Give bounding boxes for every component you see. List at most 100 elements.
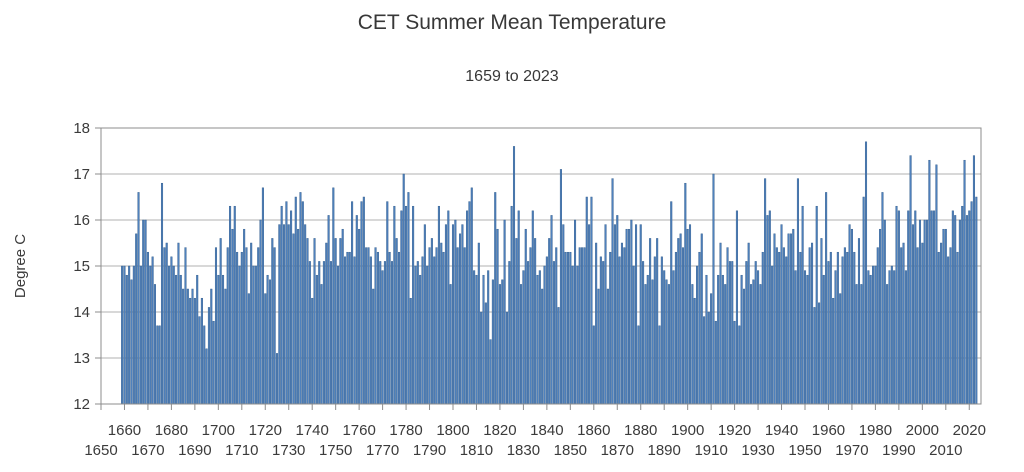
x-tick-label-row1: 1920 [718,422,751,439]
temperature-bar [942,228,945,405]
temperature-bar [473,270,476,405]
temperature-bar [369,256,372,405]
temperature-bar [822,274,825,405]
temperature-bar [853,251,856,405]
temperature-bar [693,297,696,405]
temperature-bar [879,228,882,405]
temperature-bar [376,251,379,405]
temperature-bar [459,233,462,405]
temperature-bar [430,238,433,405]
temperature-bar [686,228,689,405]
temperature-bar [576,265,579,405]
temperature-bar [475,274,478,405]
temperature-bar [290,210,293,405]
temperature-bar [207,307,210,405]
temperature-bar [773,233,776,405]
x-tick-label-row2: 1750 [319,442,352,459]
temperature-bar [710,293,713,405]
temperature-bar [841,256,844,405]
temperature-bar [451,224,455,405]
temperature-bar [585,196,588,405]
temperature-bar [785,256,788,405]
temperature-bar [250,242,253,405]
temperature-bar [717,274,720,405]
x-axis: 1660 1680 1700 1720 1740 1760 1780 1800 1820 1840… [84,404,986,459]
x-tick-label-row1: 1740 [296,422,329,439]
temperature-bar [860,284,863,405]
temperature-bar [184,247,187,405]
temperature-bar [487,270,490,405]
temperature-bar [123,265,126,405]
temperature-bar [597,288,600,405]
x-tick-label-row2: 1790 [413,442,446,459]
temperature-bar [750,284,753,405]
temperature-bar [862,196,865,405]
bars-series [121,141,978,405]
temperature-bar [165,242,168,405]
temperature-bar [867,270,870,405]
temperature-bar [696,265,699,405]
x-tick-label-row1: 2020 [953,422,986,439]
temperature-bar [332,187,335,405]
temperature-bar [426,265,429,405]
temperature-bar [670,201,673,405]
temperature-bar [536,274,539,405]
temperature-bar [315,274,318,405]
temperature-bar [820,238,823,405]
temperature-bar [733,320,736,405]
temperature-bar [435,247,438,405]
temperature-bar [257,247,260,405]
temperature-bar [301,201,304,405]
temperature-bar [205,348,208,405]
temperature-bar [923,219,926,405]
temperature-bar [463,247,466,405]
y-tick-label: 15 [73,258,90,275]
temperature-bar [444,224,447,405]
temperature-bar [273,247,276,405]
temperature-bar [933,210,936,405]
temperature-bar [639,224,642,405]
temperature-bar [895,205,898,405]
temperature-bar [724,284,727,405]
temperature-bar [132,265,135,405]
temperature-bar [482,274,485,405]
temperature-bar [292,233,295,405]
temperature-bar [937,251,940,405]
temperature-bar [883,219,886,405]
temperature-bar [477,242,480,405]
y-axis: 12 13 14 15 16 17 18 [73,120,101,413]
temperature-bar [904,270,907,405]
temperature-bar [322,261,325,405]
x-tick-label-row1: 1980 [859,422,892,439]
x-tick-label-row1: 1680 [155,422,188,439]
temperature-bar [625,228,628,405]
temperature-bar [160,182,164,405]
temperature-bar [792,228,795,405]
temperature-bar [644,284,647,405]
chart-title: CET Summer Mean Temperature [357,11,667,34]
temperature-bar [656,238,659,405]
x-tick-label-row2: 1930 [741,442,774,459]
temperature-bar [700,233,703,405]
temperature-bar [752,279,755,405]
temperature-bar [529,247,532,405]
temperature-bar [372,288,375,405]
temperature-bar [801,205,804,405]
temperature-bar [412,205,415,405]
temperature-bar [789,233,792,405]
temperature-bar [782,247,785,405]
temperature-bar [346,251,349,405]
temperature-bar [787,233,790,405]
temperature-bar [259,219,262,405]
temperature-bar [222,274,225,405]
x-tick-label-row1: 1880 [624,422,657,439]
temperature-bar [559,169,562,405]
x-tick-label-row1: 1780 [389,422,422,439]
temperature-bar [562,224,565,405]
temperature-bar [320,284,323,405]
temperature-bar [806,274,809,405]
temperature-bar [402,173,405,405]
temperature-bar [172,265,175,405]
temperature-bar [212,320,215,405]
temperature-bar [318,261,321,405]
